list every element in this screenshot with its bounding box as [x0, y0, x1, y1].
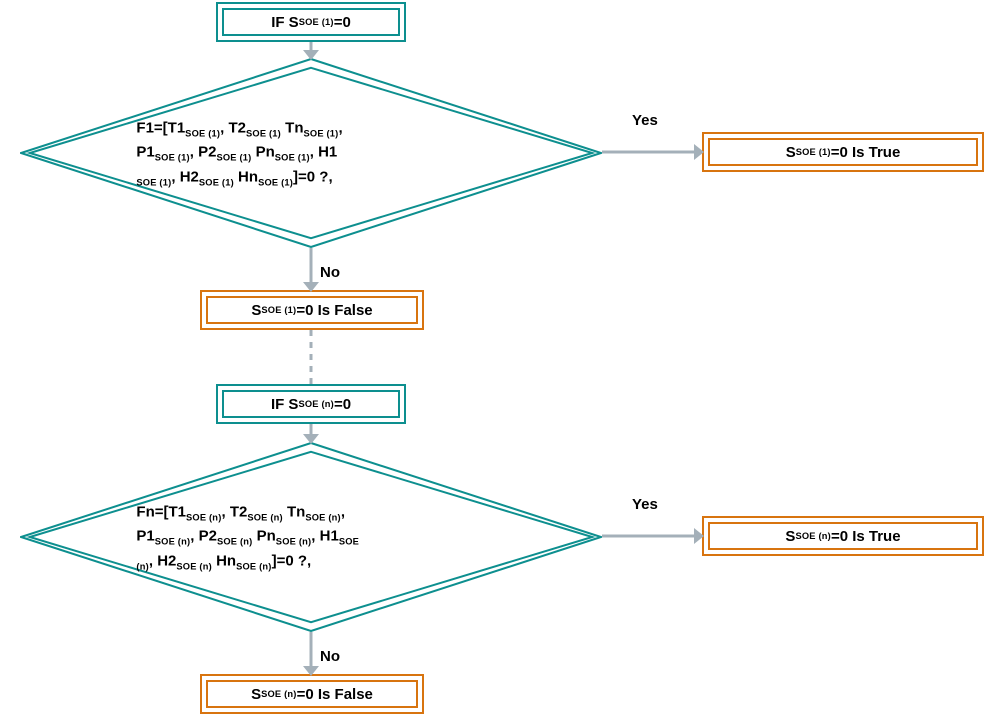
- flowchart-canvas: IF SSOE (1)=0 F1=[T1SOE (1), T2SOE (1) Tn…: [0, 0, 1000, 718]
- edge-label-no: No: [320, 264, 340, 281]
- arrowhead-icon: [303, 434, 319, 444]
- arrowhead-icon: [303, 666, 319, 676]
- node-dec2: Fn=[T1SOE (n), T2SOE (n) TnSOE (n),P1SOE…: [20, 442, 602, 632]
- node-false1: SSOE (1)=0 Is False: [200, 290, 424, 330]
- node-dec1-label: F1=[T1SOE (1), T2SOE (1) TnSOE (1),P1SOE…: [136, 116, 485, 189]
- node-false1-label: SSOE (1)=0 Is False: [206, 296, 418, 324]
- arrowhead-icon: [694, 528, 704, 544]
- node-dec2-label: Fn=[T1SOE (n), T2SOE (n) TnSOE (n),P1SOE…: [136, 500, 485, 573]
- node-true2: SSOE (n)=0 Is True: [702, 516, 984, 556]
- node-dec1: F1=[T1SOE (1), T2SOE (1) TnSOE (1),P1SOE…: [20, 58, 602, 248]
- arrowhead-icon: [303, 50, 319, 60]
- node-true1-label: SSOE (1)=0 Is True: [708, 138, 978, 166]
- edge-label-no: No: [320, 648, 340, 665]
- node-start1: IF SSOE (1)=0: [216, 2, 406, 42]
- node-start2: IF SSOE (n)=0: [216, 384, 406, 424]
- node-start1-label: IF SSOE (1)=0: [222, 8, 400, 36]
- edge-label-yes: Yes: [632, 112, 658, 129]
- node-start2-label: IF SSOE (n)=0: [222, 390, 400, 418]
- node-true2-label: SSOE (n)=0 Is True: [708, 522, 978, 550]
- edge-label-yes: Yes: [632, 496, 658, 513]
- node-true1: SSOE (1)=0 Is True: [702, 132, 984, 172]
- node-false2: SSOE (n)=0 Is False: [200, 674, 424, 714]
- node-false2-label: SSOE (n)=0 Is False: [206, 680, 418, 708]
- arrowhead-icon: [303, 282, 319, 292]
- arrowhead-icon: [694, 144, 704, 160]
